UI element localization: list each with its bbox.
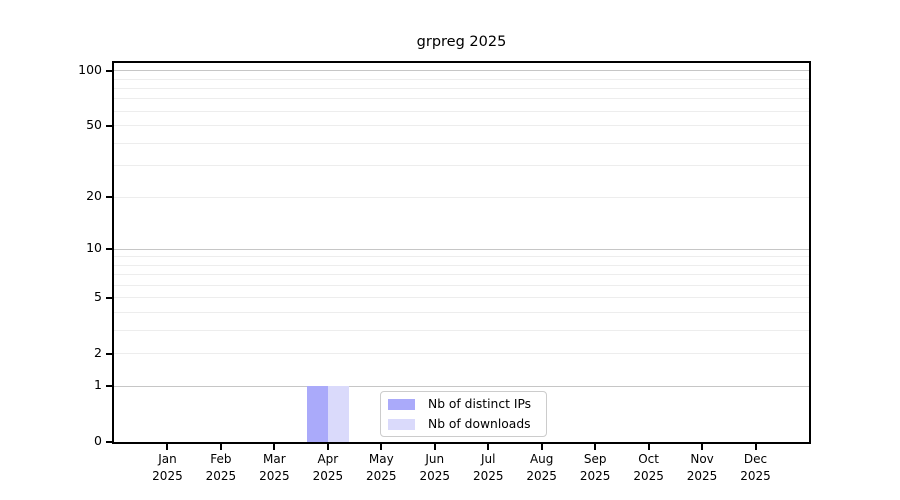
x-tick <box>754 444 757 450</box>
gridline-minor <box>114 125 809 127</box>
x-tick <box>326 444 329 450</box>
x-tick <box>540 444 543 450</box>
x-tick-label: Mar 2025 <box>259 452 290 483</box>
x-tick <box>433 444 436 450</box>
x-tick <box>166 444 169 450</box>
x-tick <box>273 444 276 450</box>
y-tick <box>106 352 112 355</box>
gridline-major <box>114 385 809 387</box>
y-tick <box>106 248 112 251</box>
gridline-minor <box>114 87 809 89</box>
x-tick <box>701 444 704 450</box>
y-tick <box>106 385 112 388</box>
gridline-major <box>114 248 809 250</box>
gridline-minor <box>114 284 809 286</box>
legend: Nb of distinct IPs Nb of downloads <box>380 391 547 437</box>
x-tick <box>380 444 383 450</box>
y-tick <box>106 124 112 127</box>
x-tick-label: Jul 2025 <box>472 452 504 483</box>
gridline-minor <box>114 78 809 80</box>
gridline-minor <box>114 274 809 276</box>
y-tick-label: 1 <box>94 377 102 393</box>
y-tick <box>106 441 112 443</box>
gridline-minor <box>114 353 809 355</box>
x-tick-label: Dec 2025 <box>740 452 771 483</box>
x-tick <box>487 444 490 450</box>
bar-downloads <box>327 386 349 442</box>
legend-entry: Nb of distinct IPs <box>388 397 538 411</box>
y-tick-label: 5 <box>94 288 102 304</box>
y-tick-label: 10 <box>86 240 102 256</box>
gridline-minor <box>114 196 809 198</box>
gridline-minor <box>114 98 809 100</box>
legend-label: Nb of distinct IPs <box>428 397 532 411</box>
y-tick-label: 100 <box>78 61 102 77</box>
y-tick-label: 20 <box>86 187 102 203</box>
legend-swatch-downloads <box>388 418 415 430</box>
legend-entry: Nb of downloads <box>388 417 538 431</box>
gridline-minor <box>114 311 809 313</box>
x-tick-label: Oct 2025 <box>633 452 664 483</box>
y-tick-label: 0 <box>94 433 102 448</box>
gridline-minor <box>114 297 809 299</box>
legend-label: Nb of downloads <box>428 417 531 431</box>
gridline-minor <box>114 142 809 144</box>
x-tick-label: Sep 2025 <box>579 452 611 483</box>
y-tick-label: 2 <box>94 344 102 360</box>
y-tick <box>106 69 112 72</box>
chart-title: grpreg 2025 <box>416 34 507 50</box>
x-tick-label: May 2025 <box>366 452 397 483</box>
gridline-minor <box>114 110 809 112</box>
x-tick-label: Apr 2025 <box>312 452 344 483</box>
x-tick-label: Aug 2025 <box>526 452 557 483</box>
x-tick <box>594 444 597 450</box>
y-tick <box>106 195 112 198</box>
y-tick-label: 50 <box>86 116 102 132</box>
gridline-major <box>114 70 809 72</box>
x-tick <box>647 444 650 450</box>
x-tick <box>219 444 222 450</box>
gridline-minor <box>114 165 809 167</box>
y-tick <box>106 296 112 299</box>
x-tick-label: Jan 2025 <box>152 452 183 483</box>
gridline-minor <box>114 264 809 266</box>
gridline-minor <box>114 329 809 331</box>
plot-area: Jan 2025 Feb 2025 Mar 2025 Apr 2025 May 2025… <box>78 61 811 483</box>
x-tick-label: Feb 2025 <box>205 452 237 483</box>
legend-swatch-distinct-ips <box>388 398 415 410</box>
gridline-minor <box>114 256 809 258</box>
x-tick-label: Nov 2025 <box>686 452 718 483</box>
x-tick-label: Jun 2025 <box>419 452 451 483</box>
bar-distinct-ips <box>306 386 328 442</box>
